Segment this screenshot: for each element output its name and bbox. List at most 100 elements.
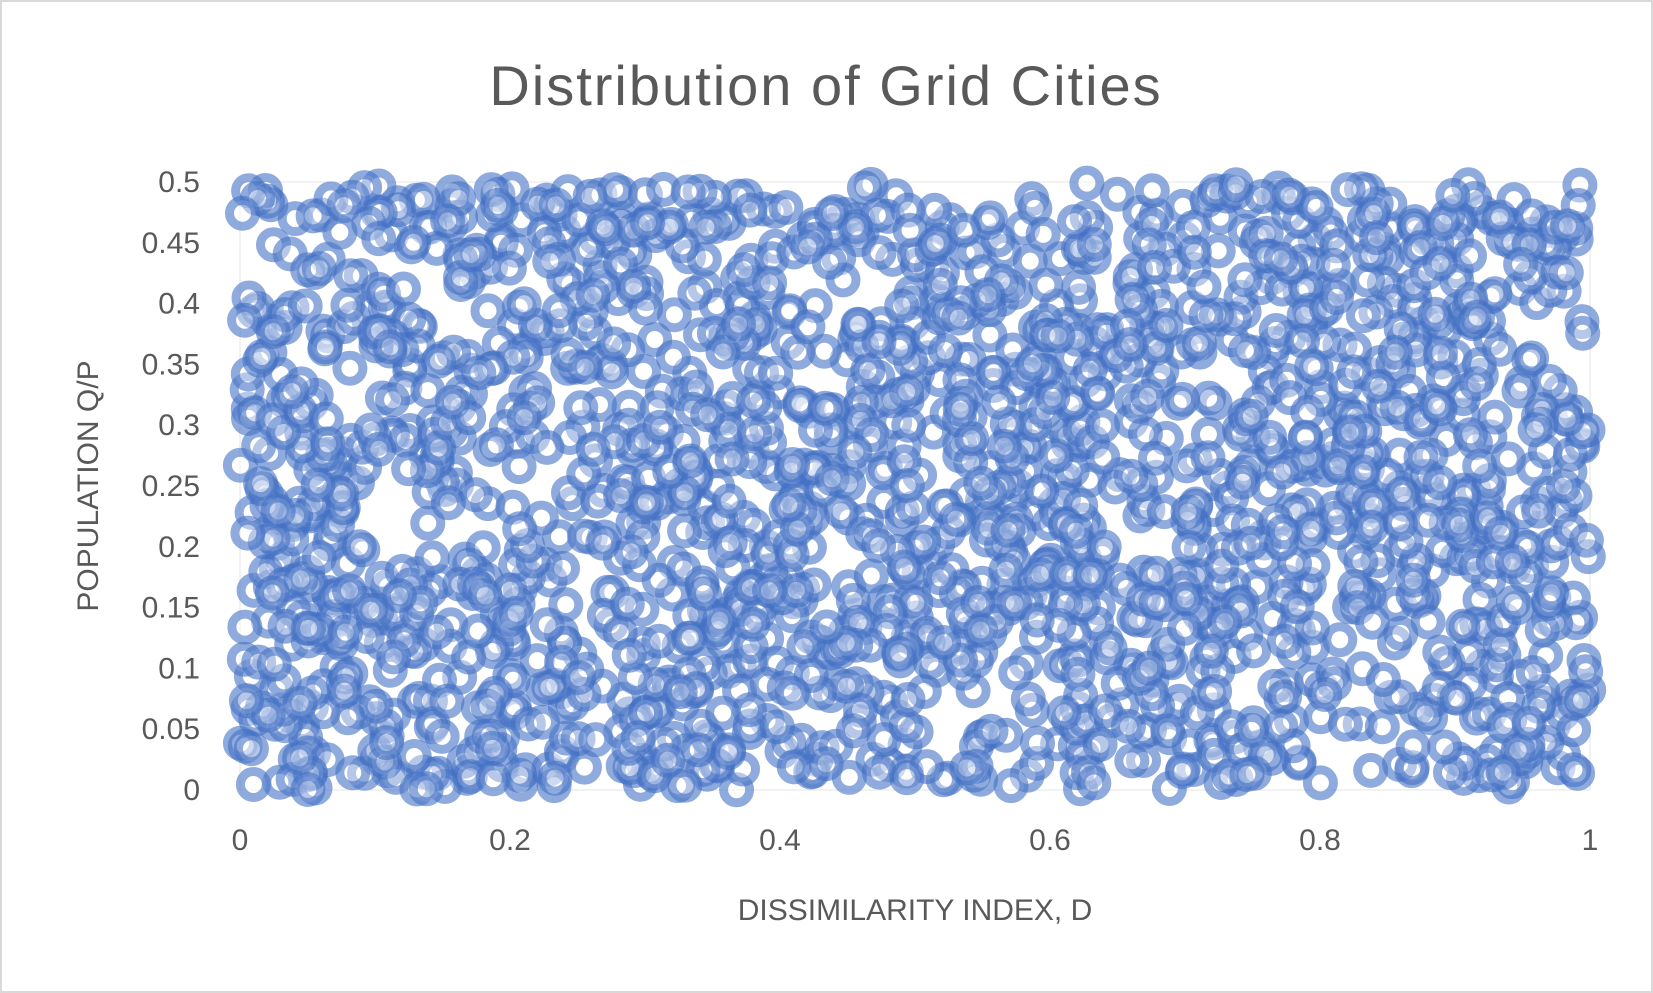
data-point bbox=[1548, 255, 1584, 291]
data-point bbox=[1114, 743, 1150, 779]
data-point bbox=[1114, 282, 1150, 317]
data-point bbox=[759, 709, 795, 745]
data-point bbox=[1422, 465, 1458, 501]
data-point bbox=[1082, 726, 1118, 762]
data-point bbox=[1227, 333, 1263, 368]
data-point bbox=[1236, 633, 1272, 669]
data-point bbox=[1410, 502, 1446, 538]
data-point bbox=[1076, 227, 1112, 262]
data-point bbox=[408, 771, 444, 807]
data-point bbox=[228, 683, 264, 719]
data-point bbox=[702, 602, 738, 638]
data-point bbox=[307, 329, 343, 365]
data-point bbox=[1315, 247, 1351, 283]
data-point bbox=[1288, 419, 1324, 455]
data-point bbox=[255, 314, 291, 350]
data-point bbox=[594, 354, 629, 390]
y-axis-title: POPULATION Q/P bbox=[72, 360, 105, 611]
data-point bbox=[541, 293, 577, 329]
data-point bbox=[1080, 376, 1116, 411]
data-point bbox=[230, 515, 266, 551]
data-point bbox=[1345, 298, 1381, 334]
data-point bbox=[1435, 177, 1471, 213]
data-point bbox=[917, 192, 953, 228]
data-point bbox=[372, 329, 408, 365]
data-point bbox=[491, 250, 527, 286]
data-point bbox=[1181, 325, 1217, 361]
data-point bbox=[881, 635, 917, 671]
data-point bbox=[1072, 557, 1108, 593]
data-point bbox=[1452, 238, 1487, 274]
data-point bbox=[1322, 622, 1358, 658]
data-point bbox=[752, 573, 787, 609]
data-point bbox=[1568, 654, 1604, 690]
data-point bbox=[283, 561, 319, 597]
data-point bbox=[396, 739, 432, 774]
chart-title: Distribution of Grid Cities bbox=[489, 54, 1162, 117]
data-point bbox=[291, 610, 326, 646]
data-point bbox=[630, 205, 666, 241]
data-point bbox=[1014, 346, 1050, 382]
data-point bbox=[1225, 464, 1260, 500]
data-point bbox=[391, 451, 427, 487]
data-point bbox=[1266, 623, 1302, 659]
data-point bbox=[998, 655, 1034, 691]
data-point bbox=[1069, 165, 1105, 201]
data-point bbox=[1024, 473, 1060, 509]
data-point bbox=[680, 732, 716, 768]
data-point bbox=[620, 720, 656, 756]
data-point bbox=[890, 682, 926, 717]
data-point bbox=[410, 505, 446, 541]
data-point bbox=[732, 692, 767, 728]
data-point bbox=[1422, 634, 1458, 670]
y-tick-label: 0.15 bbox=[142, 592, 200, 625]
data-point bbox=[1458, 366, 1494, 402]
data-point bbox=[353, 592, 389, 628]
data-point bbox=[626, 353, 662, 389]
data-point bbox=[840, 306, 876, 342]
data-point bbox=[575, 431, 611, 467]
data-point bbox=[993, 768, 1029, 804]
data-point bbox=[778, 573, 814, 608]
data-point bbox=[1511, 705, 1547, 741]
data-point bbox=[332, 573, 367, 609]
data-point bbox=[735, 606, 771, 642]
data-point bbox=[1423, 335, 1458, 371]
data-point bbox=[986, 428, 1022, 464]
data-point bbox=[1452, 417, 1488, 453]
data-point bbox=[758, 355, 794, 391]
data-point bbox=[1207, 604, 1243, 640]
data-point bbox=[1345, 454, 1381, 490]
data-point bbox=[381, 578, 417, 614]
data-point bbox=[361, 221, 397, 257]
data-point bbox=[419, 614, 455, 650]
data-point bbox=[732, 192, 768, 228]
data-point bbox=[1148, 307, 1184, 343]
data-point bbox=[333, 258, 369, 294]
data-point bbox=[287, 288, 323, 324]
data-point bbox=[498, 595, 534, 631]
y-tick-label: 0.4 bbox=[158, 288, 200, 321]
data-point bbox=[1046, 695, 1082, 731]
data-point bbox=[891, 407, 927, 443]
data-point bbox=[1482, 331, 1518, 367]
data-point bbox=[786, 629, 822, 665]
data-point bbox=[775, 447, 811, 482]
data-point bbox=[460, 613, 496, 649]
data-point bbox=[1112, 327, 1148, 362]
data-point bbox=[1556, 752, 1592, 788]
x-tick-label: 0 bbox=[232, 824, 249, 857]
data-point bbox=[774, 675, 810, 711]
data-point bbox=[529, 607, 565, 643]
data-point bbox=[981, 384, 1017, 420]
data-point bbox=[424, 718, 460, 754]
data-point bbox=[960, 585, 996, 620]
data-point bbox=[726, 252, 762, 288]
data-point bbox=[467, 578, 503, 614]
data-point bbox=[1263, 241, 1299, 277]
data-point bbox=[1490, 441, 1526, 477]
data-point bbox=[1233, 525, 1269, 561]
data-point bbox=[1134, 173, 1170, 209]
data-point bbox=[502, 757, 538, 793]
data-point bbox=[501, 449, 537, 485]
